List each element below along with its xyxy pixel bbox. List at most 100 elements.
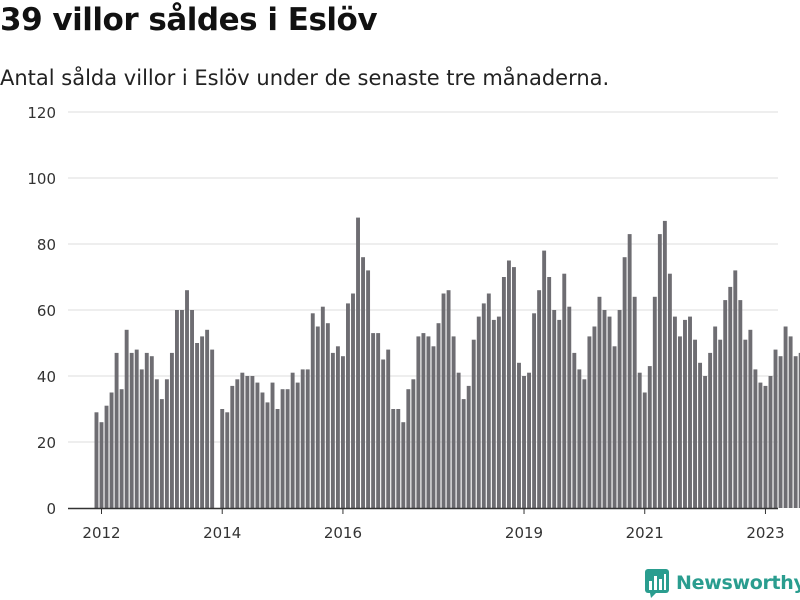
bar[interactable] — [159, 399, 164, 508]
bar[interactable] — [537, 290, 542, 508]
bar[interactable] — [501, 277, 506, 508]
bar[interactable] — [386, 349, 391, 508]
bar[interactable] — [557, 319, 562, 508]
bar[interactable] — [139, 369, 144, 508]
bar[interactable] — [738, 300, 743, 508]
bar[interactable] — [245, 376, 250, 508]
bar[interactable] — [748, 329, 753, 508]
bar[interactable] — [506, 260, 511, 509]
bar[interactable] — [290, 372, 295, 508]
bar[interactable] — [527, 372, 531, 508]
bar[interactable] — [114, 352, 119, 508]
bar[interactable] — [637, 372, 642, 508]
bar[interactable] — [421, 333, 426, 508]
bar[interactable] — [169, 352, 174, 508]
bar[interactable] — [713, 326, 718, 509]
bar[interactable] — [99, 422, 104, 508]
bar[interactable] — [562, 273, 567, 508]
bar[interactable] — [466, 385, 471, 508]
bar[interactable] — [391, 409, 396, 508]
bar[interactable] — [119, 389, 124, 508]
bar[interactable] — [481, 303, 486, 508]
bar[interactable] — [180, 310, 184, 508]
bar[interactable] — [597, 296, 602, 508]
bar[interactable] — [300, 369, 305, 508]
bar[interactable] — [753, 369, 758, 508]
bar[interactable] — [622, 257, 627, 508]
bar[interactable] — [240, 372, 245, 508]
bar[interactable] — [340, 356, 345, 508]
bar[interactable] — [371, 333, 376, 508]
bar[interactable] — [572, 352, 577, 508]
bar[interactable] — [602, 310, 607, 508]
bar[interactable] — [325, 323, 330, 508]
bar[interactable] — [522, 376, 526, 508]
bar[interactable] — [582, 379, 587, 508]
bar[interactable] — [129, 352, 134, 508]
bar[interactable] — [164, 379, 169, 508]
bar[interactable] — [798, 352, 800, 508]
bar[interactable] — [346, 303, 350, 508]
bar[interactable] — [778, 356, 783, 508]
bar[interactable] — [220, 409, 225, 508]
bar[interactable] — [476, 316, 481, 508]
bar[interactable] — [431, 346, 436, 508]
bar[interactable] — [124, 329, 129, 508]
bar[interactable] — [688, 316, 692, 508]
bar[interactable] — [381, 359, 386, 509]
bar[interactable] — [461, 399, 466, 508]
bar[interactable] — [320, 306, 325, 508]
bar[interactable] — [763, 385, 768, 508]
bar[interactable] — [200, 336, 205, 508]
bar[interactable] — [672, 316, 677, 508]
bar[interactable] — [255, 382, 260, 508]
bar[interactable] — [607, 316, 612, 508]
bar[interactable] — [109, 392, 114, 509]
bar[interactable] — [361, 257, 366, 508]
bar[interactable] — [275, 409, 280, 508]
bar[interactable] — [743, 339, 748, 508]
bar[interactable] — [416, 336, 421, 508]
bar[interactable] — [94, 412, 99, 508]
bar[interactable] — [552, 310, 557, 508]
bar[interactable] — [517, 362, 521, 508]
bar[interactable] — [149, 356, 154, 508]
bar[interactable] — [185, 290, 189, 508]
bar[interactable] — [542, 250, 547, 508]
bar[interactable] — [134, 349, 139, 508]
bar[interactable] — [491, 319, 496, 508]
bar[interactable] — [486, 293, 491, 509]
bar[interactable] — [587, 336, 592, 508]
bar[interactable] — [315, 326, 320, 509]
bar[interactable] — [441, 293, 446, 509]
bar[interactable] — [406, 389, 411, 508]
bar[interactable] — [632, 296, 637, 508]
bar[interactable] — [335, 346, 340, 508]
bar[interactable] — [577, 369, 582, 508]
bar[interactable] — [642, 392, 647, 509]
bar[interactable] — [310, 313, 315, 508]
bar[interactable] — [703, 376, 708, 508]
bar[interactable] — [356, 217, 360, 508]
bar[interactable] — [547, 277, 552, 508]
bar[interactable] — [451, 336, 456, 508]
bar[interactable] — [376, 333, 381, 508]
bar[interactable] — [718, 339, 723, 508]
bar[interactable] — [230, 385, 235, 508]
bar[interactable] — [175, 310, 179, 508]
bar[interactable] — [532, 313, 537, 508]
bar[interactable] — [260, 392, 265, 509]
bar[interactable] — [783, 326, 788, 509]
bar[interactable] — [698, 362, 703, 508]
newsworthy-logo[interactable]: Newsworthy — [644, 568, 800, 598]
bar[interactable] — [793, 356, 798, 508]
bar[interactable] — [330, 352, 335, 508]
bar[interactable] — [647, 366, 652, 508]
bar[interactable] — [693, 339, 697, 508]
bar[interactable] — [733, 270, 738, 508]
bar[interactable] — [662, 220, 667, 508]
bar[interactable] — [265, 402, 270, 508]
bar[interactable] — [627, 234, 632, 508]
bar[interactable] — [612, 346, 617, 508]
bar[interactable] — [773, 349, 778, 508]
